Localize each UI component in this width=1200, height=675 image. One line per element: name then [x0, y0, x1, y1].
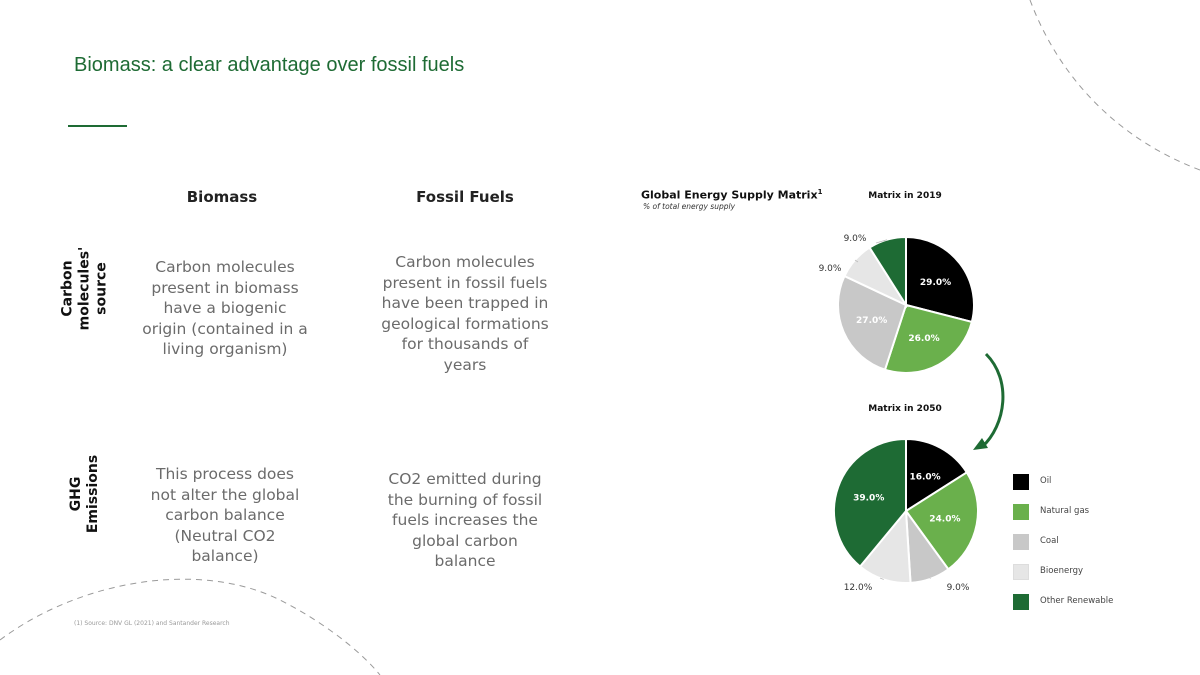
legend-swatch: [1013, 564, 1029, 580]
title-underline: [68, 125, 127, 127]
pie-slice-natural-gas: [883, 303, 974, 374]
pie-data-label: 12.0%: [844, 583, 873, 593]
legend-label: Oil: [1040, 476, 1052, 486]
legend-label: Other Renewable: [1040, 596, 1114, 606]
cell-line: living organism): [162, 340, 288, 358]
cell-biomass-carbon-source: Carbon molecules present in biomass have…: [130, 257, 320, 360]
cell-biomass-ghg: This process does not alter the global c…: [130, 464, 320, 567]
pie-leader-line: [879, 577, 884, 580]
pie-title-2050: Matrix in 2050: [868, 404, 942, 414]
legend-label: Coal: [1040, 536, 1059, 546]
pie-leader-line: [854, 259, 859, 263]
pie-data-label: 9.0%: [819, 264, 842, 274]
pie-slice-coal: [837, 274, 908, 371]
pie-2050: 16.0% 24.0% 9.0% 12.0% 39.0%: [833, 437, 979, 593]
cell-line: global carbon: [412, 531, 518, 550]
pie-data-label: 9.0%: [844, 234, 867, 244]
cell-line: Carbon molecules: [395, 253, 535, 271]
cell-line: geological formations: [381, 314, 549, 333]
cell-line: the burning of fossil: [387, 490, 543, 509]
legend-label: Natural gas: [1040, 506, 1090, 516]
chart-title-superscript: 1: [817, 188, 823, 196]
pie-data-label: 39.0%: [853, 494, 884, 504]
pie-2019: 29.0% 26.0% 27.0% 9.0% 9.0%: [819, 234, 975, 374]
footnote: (1) Source: DNV GL (2021) and Santander …: [74, 620, 230, 627]
chart-title-text: Global Energy Supply Matrix: [641, 188, 818, 202]
cell-line: Carbon molecules: [155, 258, 295, 276]
page-title: Biomass: a clear advantage over fossil f…: [74, 54, 465, 76]
legend-swatch: [1013, 474, 1029, 490]
legend-swatch: [1013, 504, 1029, 520]
cell-line: for thousands of: [401, 335, 529, 353]
pie-data-label: 24.0%: [929, 514, 960, 524]
cell-line: fuels increases the: [392, 511, 538, 529]
cell-line: present in biomass: [151, 278, 299, 297]
pie-slice-oil: [905, 235, 975, 324]
pie-data-label: 29.0%: [920, 278, 951, 288]
pie-leader-line: [875, 239, 888, 244]
legend-swatch: [1013, 534, 1029, 550]
pie-slice-natural-gas: [904, 471, 979, 571]
cell-line: balance: [434, 552, 496, 570]
cell-line: not alter the global: [150, 485, 300, 504]
chart-subtitle: % of total energy supply: [643, 202, 736, 211]
chart-title: Global Energy Supply Matrix1: [641, 188, 822, 202]
cell-line: This process does: [155, 465, 295, 483]
pie-data-label: 9.0%: [947, 583, 970, 593]
pie-slice-other-renewable: [868, 235, 907, 309]
pie-slice-other-renewable: [833, 437, 907, 568]
cell-fossil-ghg: CO2 emitted during the burning of fossil…: [360, 469, 570, 572]
column-header-fossil-fuels: Fossil Fuels: [416, 188, 514, 206]
arrow-head-icon: [973, 438, 988, 450]
cell-line: carbon balance: [165, 506, 285, 524]
pie-title-2019: Matrix in 2019: [868, 191, 942, 201]
cell-line: (Neutral CO2: [174, 526, 276, 545]
cell-fossil-carbon-source: Carbon molecules present in fossil fuels…: [360, 252, 570, 375]
cell-line: origin (contained in a: [142, 319, 308, 338]
cell-line: years: [443, 355, 487, 374]
pie-data-label: 26.0%: [908, 334, 939, 344]
legend-swatch: [1013, 594, 1029, 610]
cell-line: present in fossil fuels: [382, 273, 548, 292]
column-header-biomass: Biomass: [186, 188, 258, 206]
cell-line: have been trapped in: [381, 294, 549, 312]
pie-data-label: 27.0%: [856, 316, 887, 326]
cell-line: have a biogenic: [163, 299, 287, 317]
arrow-2019-to-2050: [980, 352, 1005, 449]
pie-data-label: 16.0%: [909, 472, 940, 482]
legend-label: Bioenergy: [1040, 566, 1084, 576]
cell-line: CO2 emitted during: [388, 470, 542, 488]
cell-line: balance): [191, 547, 259, 565]
pie-slice-oil: [905, 437, 969, 513]
